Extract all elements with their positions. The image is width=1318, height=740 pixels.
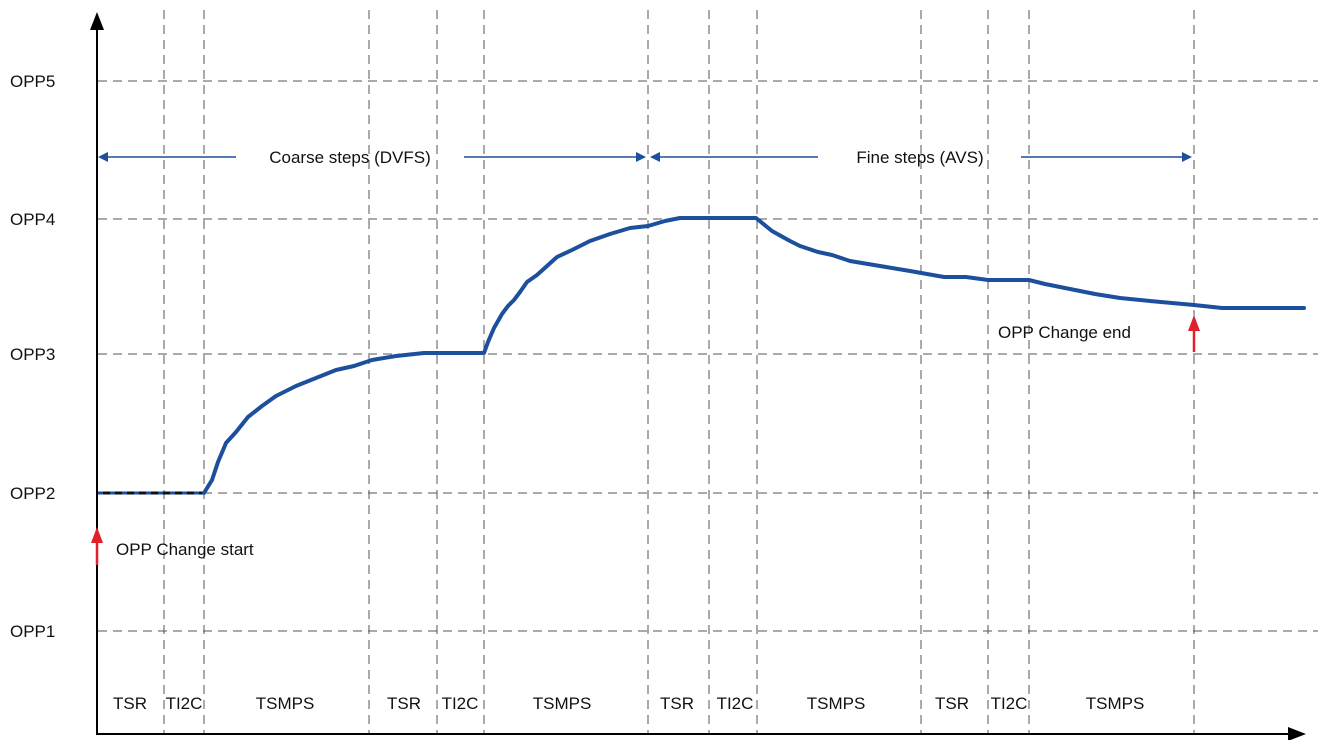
span-arrowhead-icon xyxy=(98,152,108,162)
level-label-opp3: OPP3 xyxy=(10,345,55,364)
phase-label: TSR xyxy=(387,694,421,713)
phase-label: TSR xyxy=(935,694,969,713)
phase-label: TSR xyxy=(660,694,694,713)
fine-span-label: Fine steps (AVS) xyxy=(856,148,983,167)
phase-labels: TSR TI2C TSMPS TSR TI2C TSMPS TSR TI2C T… xyxy=(113,694,1144,713)
red-up-arrow-icon xyxy=(91,527,103,543)
y-axis-arrow-icon xyxy=(90,12,104,30)
transition-curve xyxy=(98,216,1306,495)
phase-label: TI2C xyxy=(991,694,1028,713)
phase-label: TSR xyxy=(113,694,147,713)
span-arrowhead-icon xyxy=(636,152,646,162)
level-label-opp4: OPP4 xyxy=(10,210,55,229)
coarse-span-label: Coarse steps (DVFS) xyxy=(269,148,431,167)
axes xyxy=(90,12,1306,740)
phase-label: TSMPS xyxy=(1086,694,1145,713)
red-up-arrow-icon xyxy=(1188,315,1200,331)
x-axis-arrow-icon xyxy=(1288,727,1306,740)
level-label-opp2: OPP2 xyxy=(10,484,55,503)
coarse-span: Coarse steps (DVFS) xyxy=(98,148,646,167)
fine-span: Fine steps (AVS) xyxy=(650,148,1192,167)
span-arrowhead-icon xyxy=(650,152,660,162)
end-marker-label: OPP Change end xyxy=(998,323,1131,342)
phase-label: TI2C xyxy=(717,694,754,713)
level-gridlines xyxy=(98,80,1318,632)
phase-label: TI2C xyxy=(166,694,203,713)
voltage-curve xyxy=(202,216,1306,495)
start-marker: OPP Change start xyxy=(91,527,254,565)
phase-label: TSMPS xyxy=(533,694,592,713)
level-label-opp1: OPP1 xyxy=(10,622,55,641)
phase-boundaries xyxy=(163,10,1195,733)
phase-label: TSMPS xyxy=(256,694,315,713)
phase-label: TI2C xyxy=(442,694,479,713)
span-arrowhead-icon xyxy=(1182,152,1192,162)
end-marker: OPP Change end xyxy=(998,315,1200,352)
level-labels: OPP5 OPP4 OPP3 OPP2 OPP1 xyxy=(10,72,55,641)
start-marker-label: OPP Change start xyxy=(116,540,254,559)
phase-label: TSMPS xyxy=(807,694,866,713)
level-label-opp5: OPP5 xyxy=(10,72,55,91)
